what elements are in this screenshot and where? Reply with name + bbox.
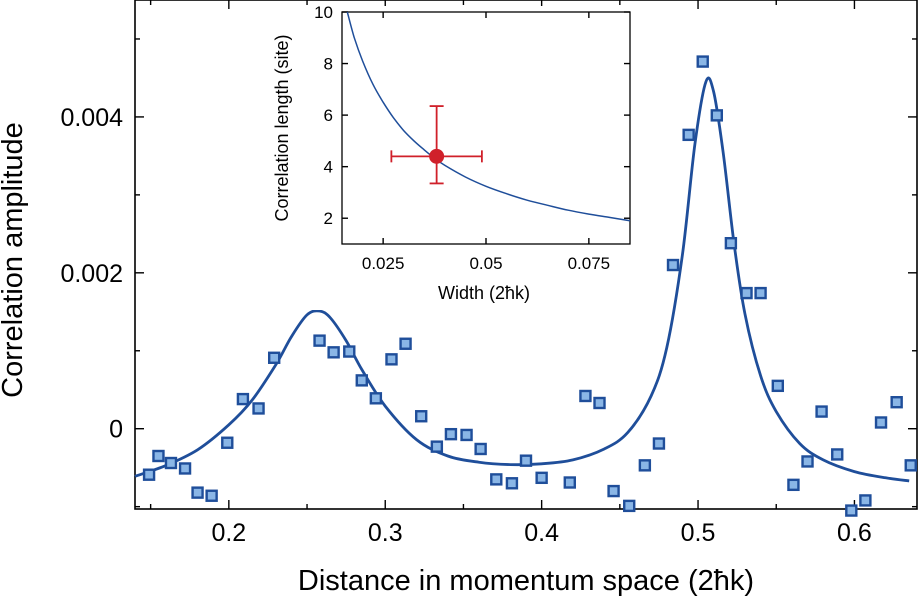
data-point (327, 346, 340, 359)
data-point (399, 337, 412, 350)
data-points (142, 55, 917, 517)
data-point (191, 486, 204, 499)
inset-plot: 0.025 0.05 0.075 2 4 6 8 10 Width (2ħk) Correl… (262, 3, 636, 310)
main-plot-frame (134, 0, 918, 510)
inset-y-tick-label: 8 (324, 55, 333, 74)
inset-x-ticks: 0.025 0.05 0.075 (362, 12, 610, 273)
data-point (385, 353, 398, 366)
data-point (724, 236, 738, 250)
inset-measurement (390, 105, 483, 185)
fit-curve (134, 76, 910, 483)
x-tick-label: 0.3 (368, 519, 403, 547)
data-point (904, 459, 917, 472)
x-tick-label: 0.5 (681, 519, 716, 547)
inset-y-tick-label: 2 (324, 209, 333, 228)
data-point (205, 489, 218, 502)
inset-background (262, 6, 636, 310)
data-point (666, 258, 680, 272)
data-point (164, 456, 178, 470)
data-point (831, 448, 844, 461)
y-axis-label: Correlation amplitude (0, 122, 29, 398)
data-point (623, 499, 636, 513)
data-point (801, 455, 814, 468)
data-point (579, 389, 592, 403)
data-point (740, 286, 753, 300)
data-point (890, 396, 903, 409)
data-point (355, 374, 368, 387)
data-point (142, 468, 156, 481)
data-point (152, 449, 165, 463)
x-axis-label: Distance in momentum space (2ħk) (298, 565, 754, 597)
data-point (638, 459, 652, 472)
data-point (815, 405, 828, 418)
inset-x-tick-label: 0.075 (568, 254, 611, 273)
data-point (343, 345, 356, 358)
inset-x-tick-label: 0.025 (362, 254, 405, 273)
data-point (859, 494, 872, 507)
data-point (754, 286, 767, 300)
data-point (771, 379, 785, 393)
data-point (563, 476, 576, 489)
data-point (267, 351, 281, 364)
data-point (607, 484, 620, 498)
data-point (474, 442, 487, 456)
data-point (252, 402, 265, 415)
inset-x-tick-label: 0.05 (469, 254, 502, 273)
data-point (444, 427, 458, 441)
y-tick-label: 0.002 (60, 260, 123, 288)
main-x-ticks: 0.2 0.3 0.4 0.5 0.6 (149, 0, 872, 547)
y-tick-label: 0 (109, 416, 123, 444)
inset-y-ticks: 2 4 6 8 10 (314, 3, 630, 228)
inset-x-axis-label: Width (2ħk) (438, 283, 530, 303)
data-point (519, 454, 533, 467)
x-tick-label: 0.4 (524, 519, 559, 547)
data-point (787, 478, 800, 492)
data-point (682, 128, 695, 142)
data-point (696, 55, 709, 68)
measurement-point (429, 148, 445, 164)
data-point (535, 471, 548, 485)
inset-y-tick-label: 6 (324, 106, 333, 125)
data-point (236, 392, 250, 406)
data-point (593, 396, 606, 410)
data-point (178, 462, 192, 475)
x-tick-label: 0.6 (837, 519, 872, 547)
data-point (505, 477, 519, 490)
main-y-ticks: 0 0.002 0.004 (60, 38, 917, 508)
data-point (369, 392, 383, 405)
inset-y-axis-label: Correlation length (site) (272, 34, 292, 221)
data-point (430, 440, 444, 453)
x-tick-label: 0.2 (211, 519, 246, 547)
data-point (460, 428, 473, 442)
data-point (710, 109, 724, 122)
data-point (845, 504, 858, 517)
data-point (415, 410, 428, 423)
data-point (313, 334, 326, 347)
data-point (652, 437, 666, 450)
inset-y-tick-label: 10 (314, 3, 333, 22)
y-tick-label: 0.004 (60, 104, 123, 132)
data-point (874, 416, 888, 429)
data-point (221, 436, 234, 449)
inset-y-tick-label: 4 (324, 158, 333, 177)
data-point (490, 473, 503, 486)
